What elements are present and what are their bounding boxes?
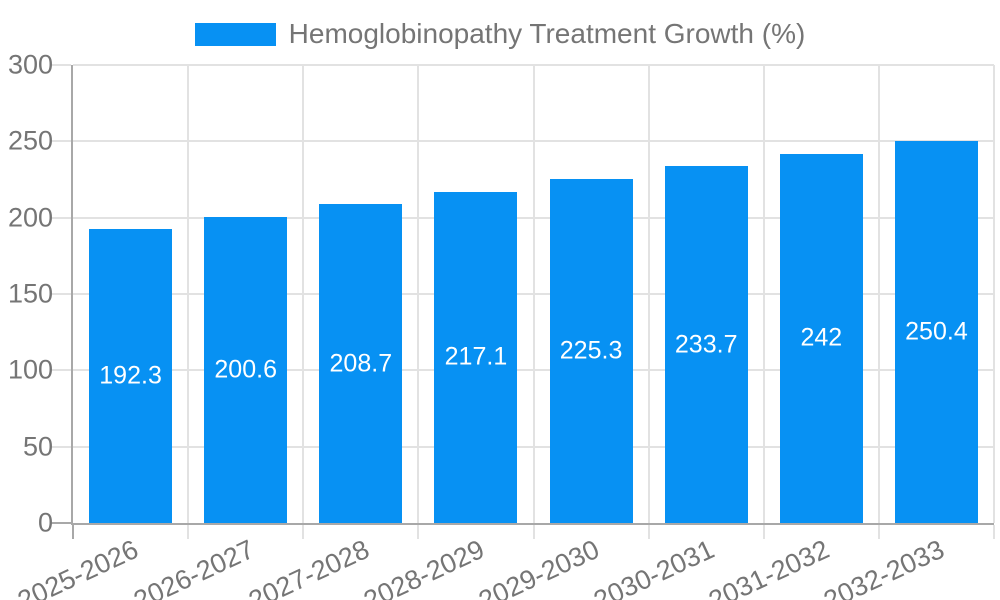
legend-swatch [194,22,276,46]
bar-value-label: 192.3 [99,361,162,390]
y-axis-tick [50,64,71,66]
plot-area: 192.3 200.6 208.7 217.1 225.3 233.7 242 250.4 [50,64,995,539]
x-tick-label: 2029-2030 [474,534,604,600]
y-tick-label: 0 [37,507,53,538]
y-tick-label: 250 [7,125,53,156]
gridline-vertical [532,65,535,523]
y-tick-label: 300 [7,49,53,80]
bar-value-label: 225.3 [559,336,623,365]
x-tick-label: 2026-2027 [128,534,259,600]
y-tick-label: 100 [7,354,53,385]
y-axis-tick [50,369,71,372]
x-tick-label: 2028-2029 [358,534,489,600]
x-axis-tick [877,525,880,539]
y-tick-label: 200 [7,202,53,233]
gridline-vertical [877,65,880,523]
x-axis-tick [302,525,305,539]
x-axis-tick [762,525,765,539]
y-axis-tick [50,445,71,448]
bar[interactable]: 208.7 [319,204,403,523]
x-tick-label: 2030-2031 [589,534,719,600]
x-tick-label: 2032-2033 [819,534,950,600]
gridline-vertical [993,65,995,523]
bar-value-label: 250.4 [905,317,968,346]
x-axis-tick [187,525,190,539]
bar-value-label: 242 [800,323,843,352]
x-tick-label: 2027-2028 [243,534,374,600]
bar[interactable]: 217.1 [434,191,518,523]
bar[interactable]: 233.7 [664,166,748,523]
bar-value-label: 200.6 [214,355,277,384]
gridline-vertical [762,65,765,523]
x-axis-tick [647,525,650,539]
x-tick-label: 2025-2026 [13,534,144,600]
x-axis-tick [532,525,535,539]
x-axis-tick [417,525,420,539]
bar[interactable]: 250.4 [894,140,978,523]
bar[interactable]: 192.3 [89,229,173,523]
x-axis-tick [993,525,995,539]
y-axis-tick [50,140,71,143]
legend-label: Hemoglobinopathy Treatment Growth (%) [288,18,806,49]
bar[interactable]: 225.3 [549,179,633,523]
gridline-vertical [647,65,650,523]
bar-value-label: 208.7 [329,349,393,378]
bar[interactable]: 242 [779,153,863,523]
chart-legend[interactable]: Hemoglobinopathy Treatment Growth (%) [0,18,1000,50]
gridline-vertical [187,65,190,523]
x-tick-label: 2031-2032 [704,534,834,600]
x-axis-tick [72,525,74,539]
gridline-vertical [302,65,305,523]
y-axis-tick [50,293,71,295]
y-axis-tick [50,216,71,219]
y-tick-label: 50 [22,431,53,462]
gridline-vertical [417,65,420,523]
bar-value-label: 217.1 [444,342,508,371]
y-tick-label: 150 [7,278,53,309]
bar-value-label: 233.7 [674,330,738,359]
y-axis-tick [50,522,71,524]
bar[interactable]: 200.6 [204,216,288,523]
